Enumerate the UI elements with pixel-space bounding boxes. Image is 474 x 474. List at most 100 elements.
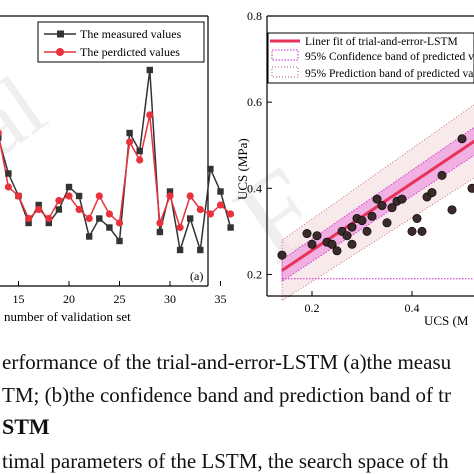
right-x-axis-label: UCS (M [424, 313, 469, 328]
predicted-point [45, 214, 53, 223]
scatter-point [277, 250, 287, 260]
scatter-point [437, 170, 447, 180]
right-y-tick-label: 0.2 [247, 267, 262, 281]
scatter-point [357, 216, 367, 226]
measured-point [136, 147, 143, 155]
scatter-point [377, 201, 387, 211]
right-y-tick-label: 0.8 [247, 9, 262, 23]
measured-point [116, 237, 123, 245]
predicted-point [166, 192, 174, 200]
left-x-axis-label: number of validation set [4, 309, 131, 324]
scatter-point [447, 205, 457, 215]
measured-point [217, 188, 224, 195]
measured-point [65, 183, 73, 191]
legend-fit-label: Liner fit of trial-and-error-LSTM [305, 36, 458, 48]
scatter-point [342, 231, 352, 241]
body-text-line: timal parameters of the LSTM, the search… [2, 449, 449, 473]
predicted-point [105, 210, 113, 218]
measured-point [106, 224, 113, 231]
predicted-point [136, 156, 144, 164]
measured-point [126, 129, 133, 137]
predicted-point [65, 192, 73, 200]
predicted-point [176, 223, 184, 232]
legend-measured-marker [57, 30, 64, 38]
left-x-tick-label: 30 [164, 292, 176, 306]
left-x-ticks: 15 20 25 30 35 [13, 281, 227, 306]
measured-point [227, 224, 234, 231]
scatter-point [367, 211, 377, 221]
measured-point [0, 134, 2, 141]
left-legend-box [37, 21, 205, 63]
measured-point [96, 215, 103, 222]
scatter-point [307, 239, 317, 249]
measured-point [55, 206, 63, 213]
predicted-point [55, 196, 63, 205]
measured-point [5, 170, 12, 177]
scatter-point [302, 229, 312, 239]
legend-predicted-label: The perdicted values [80, 45, 180, 59]
scatter-point [327, 239, 337, 249]
scatter-point [387, 203, 397, 213]
scatter-point [362, 226, 372, 236]
legend-prediction-label: 95% Prediction band of predicted valu [305, 68, 474, 80]
legend-confidence-swatch [271, 49, 299, 61]
scatter-point [332, 246, 342, 256]
measured-point [45, 219, 52, 227]
section-heading: STM [2, 414, 50, 439]
scatter-point [347, 222, 357, 232]
prediction-band [281, 104, 474, 302]
right-scatter-points [277, 134, 474, 260]
predicted-point [35, 205, 43, 214]
legend-predicted-marker [56, 48, 64, 56]
scatter-point [382, 218, 392, 228]
right-x-tick-label: 0.2 [305, 301, 320, 315]
measured-point [197, 246, 204, 254]
right-bands [281, 104, 474, 302]
predicted-point [25, 214, 33, 223]
scatter-point [372, 194, 382, 204]
predicted-point [156, 219, 164, 227]
caption-line-1: erformance of the trial-and-error-LSTM (… [2, 350, 452, 374]
predicted-point [0, 129, 2, 137]
figure: al F 15 20 25 30 35 The measured values The … [0, 9, 474, 328]
scatter-point [412, 213, 422, 223]
legend-measured-label: The measured values [80, 27, 182, 41]
scatter-point [467, 183, 474, 193]
predicted-point [95, 192, 103, 200]
measured-series-line [0, 69, 232, 251]
right-legend: Liner fit of trial-and-error-LSTM 95% Co… [267, 32, 474, 84]
legend-confidence-label: 95% Confidence band of predicted v [305, 51, 474, 63]
measured-point [207, 165, 214, 173]
left-x-tick-label: 35 [215, 292, 227, 306]
scatter-point [312, 231, 322, 241]
left-x-tick-label: 25 [114, 292, 126, 306]
measured-point [166, 188, 174, 195]
left-legend: The measured values The perdicted values [37, 21, 205, 63]
measured-point [35, 201, 42, 209]
scatter-point [397, 194, 407, 204]
right-x-tick-label: 0.4 [405, 301, 420, 315]
predicted-point [216, 201, 225, 209]
scatter-point [457, 134, 467, 144]
scatter-point [347, 239, 357, 249]
predicted-point [186, 192, 194, 200]
measured-point [176, 246, 184, 254]
predicted-point [14, 192, 23, 200]
predicted-point [196, 205, 204, 214]
panel-label-a: (a) [190, 269, 203, 283]
left-series-lines [0, 66, 235, 254]
right-y-tick-label: 0.6 [247, 95, 262, 109]
measured-point [146, 66, 153, 74]
predicted-point [115, 219, 124, 227]
left-chart-panel: 15 20 25 30 35 The measured values The perdi… [0, 15, 235, 324]
left-x-tick-label: 20 [63, 292, 75, 306]
right-chart-panel: 0.2 0.4 0.6 0.8 0.2 0.4 Liner fit of trial-an… [235, 9, 474, 328]
left-x-tick-label: 15 [13, 292, 25, 306]
legend-prediction-swatch [271, 66, 299, 78]
right-axis-ticks: 0.2 0.4 0.6 0.8 0.2 0.4 [247, 9, 420, 315]
right-y-axis-label: UCS (MPa) [235, 138, 250, 200]
scatter-point [417, 226, 427, 236]
predicted-point [146, 111, 154, 119]
measured-point [86, 233, 93, 240]
